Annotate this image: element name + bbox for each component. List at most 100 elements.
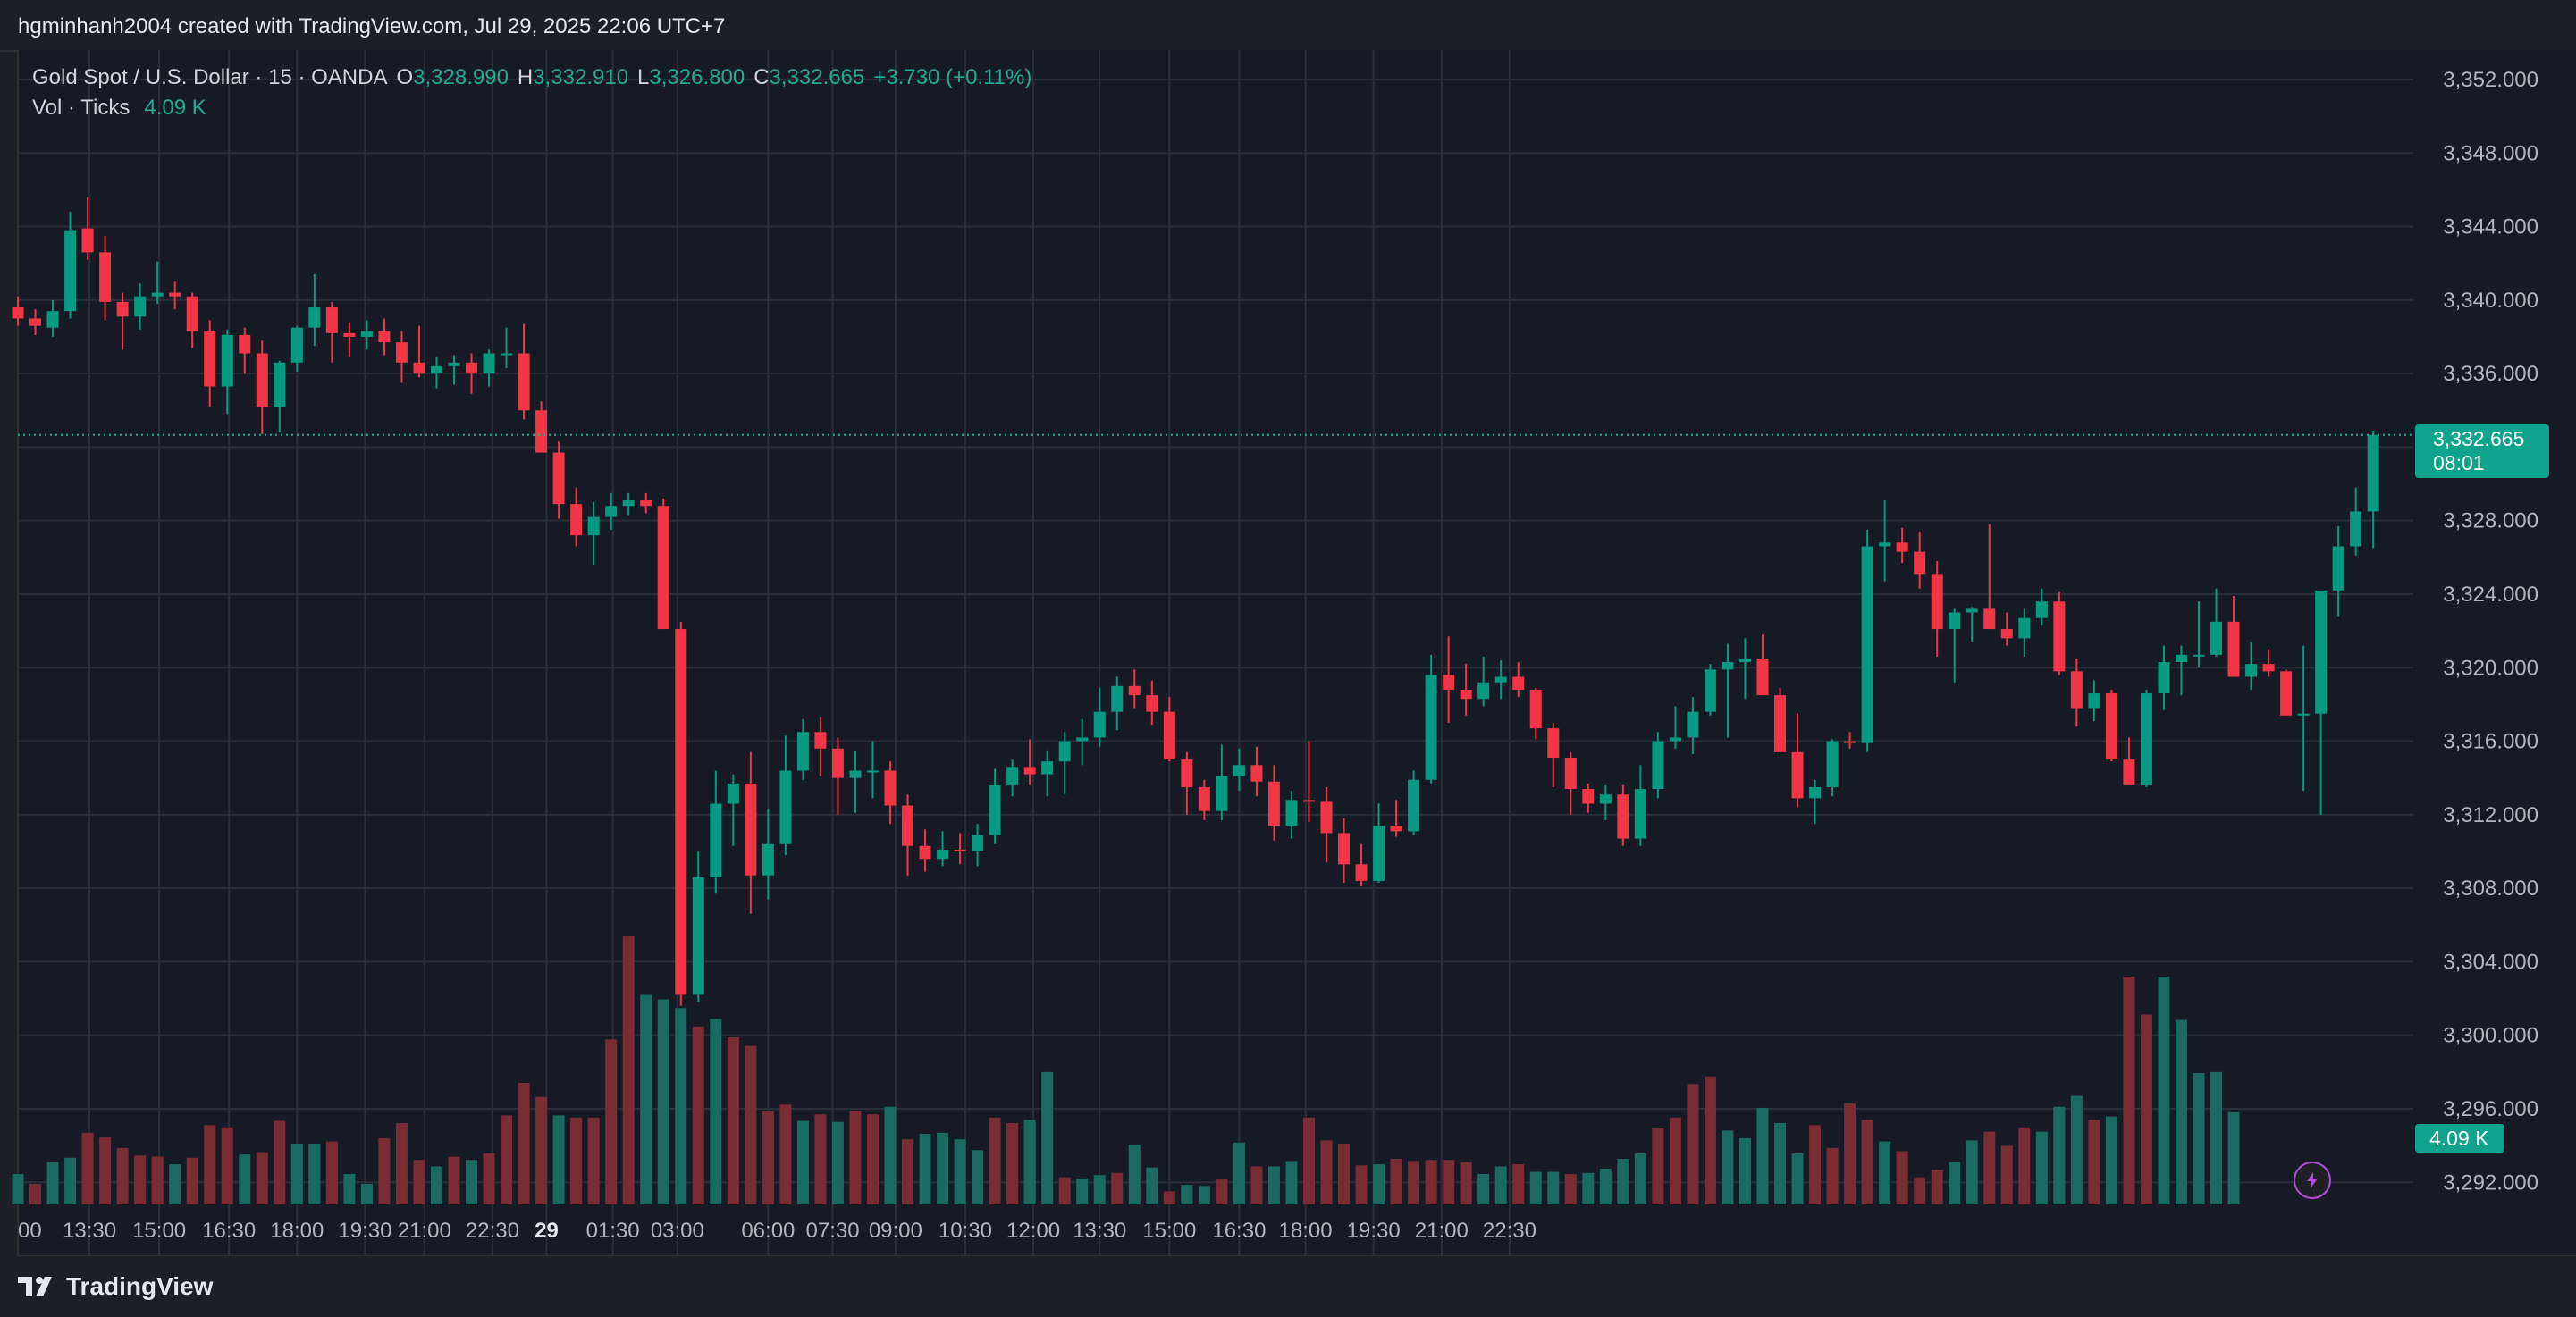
candle [1006,759,1019,797]
y-tick-label: 3,316.000 [2443,730,2538,754]
candle [274,360,286,432]
candle [1983,524,1996,630]
candle [1617,784,1629,846]
bar-countdown: 08:01 [2433,450,2485,474]
volume-bar [2088,1120,2100,1204]
open-label: O [396,65,414,89]
volume-bar [221,1127,233,1204]
last-price-tag: 3,332.665 08:01 [2415,424,2549,478]
volume-bar [29,1183,42,1204]
candle-body [1181,759,1193,787]
volume-bars [12,936,2240,1204]
candle [448,355,460,385]
candle-body [2000,629,2013,639]
candle-body [1599,794,1612,804]
volume-bar [1931,1170,1943,1204]
candle-body [290,327,303,363]
candle-body [2210,621,2223,655]
volume-bar [99,1137,112,1204]
plot-background [18,50,2413,1256]
candle [989,768,1001,844]
candle [2140,689,2152,787]
volume-bar [675,1008,687,1204]
volume-bar [1023,1120,1036,1204]
candle-body [2070,671,2083,709]
candle-body [1529,689,1542,729]
candle-body [1791,751,1804,799]
candle [1355,843,1368,887]
candle [1477,656,1490,707]
candle-body [116,301,129,317]
candle [46,299,59,337]
volume-bar [1617,1159,1629,1204]
candle [290,325,303,373]
low-value: 3,326.800 [649,65,745,89]
candle [2175,645,2187,696]
candle [1756,634,1769,696]
candle-body [395,342,408,363]
close-value: 3,332.665 [769,65,865,89]
candle [221,329,233,415]
candle [204,320,216,407]
candle [1216,744,1228,820]
x-tick-label: 16:30 [1212,1219,1266,1243]
candle [1041,750,1054,797]
volume-bar [2227,1111,2240,1204]
candle-body [866,770,879,773]
volume-bar [1774,1122,1787,1204]
symbol-title[interactable]: Gold Spot / U.S. Dollar · 15 · OANDA [32,65,388,89]
candle [710,770,722,894]
tradingview-brand[interactable]: TradingView [18,1271,213,1303]
volume-bar [2210,1071,2223,1204]
candle-body [2053,601,2066,672]
candle [2018,608,2031,657]
candle [483,349,495,387]
candle [1722,643,1734,738]
candle-body [1233,765,1245,776]
x-tick-label: 10:30 [939,1219,992,1243]
candle-body [587,516,600,536]
volume-bar [1704,1076,1716,1204]
candle [570,487,583,547]
candle [972,824,984,867]
volume-bar [1233,1142,1245,1204]
candle [2227,596,2240,677]
volume-bar [256,1152,268,1204]
axis-background [2413,50,2576,1256]
candle-body [483,353,495,374]
header-bar: hgminhanh2004 created with TradingView.c… [0,0,2576,52]
lightning-bolt-icon[interactable] [2294,1162,2331,1199]
volume-bar [151,1156,164,1204]
volume-bar [1949,1162,1961,1204]
volume-bar [274,1120,286,1204]
x-tick-label: 29 [535,1219,559,1243]
candle-body [1163,711,1175,760]
candle-body [814,732,827,749]
volume-bar [849,1111,862,1204]
volume-label[interactable]: Vol · Ticks [32,96,130,120]
y-tick-label: 3,336.000 [2443,362,2538,386]
candle [256,340,268,434]
candle-body [501,353,513,356]
candle [430,357,442,389]
volume-bar [1408,1161,1420,1204]
candle [902,794,914,876]
candle [1914,532,1926,589]
candle [134,283,147,330]
candle-body [1198,786,1210,811]
candle [186,292,198,348]
candle-body [1302,800,1315,802]
candle [1302,741,1315,823]
x-tick-label: 06:00 [741,1219,795,1243]
candle [1704,664,1716,716]
volume-bar [1809,1125,1822,1204]
volume-bar [1564,1174,1577,1204]
x-tick-label: 21:00 [1415,1219,1469,1243]
volume-bar [937,1132,949,1204]
volume-bar [1896,1151,1908,1204]
candle-body [1722,662,1734,670]
volume-bar [1443,1160,1455,1204]
candle [2350,487,2362,556]
candle [1338,818,1351,883]
